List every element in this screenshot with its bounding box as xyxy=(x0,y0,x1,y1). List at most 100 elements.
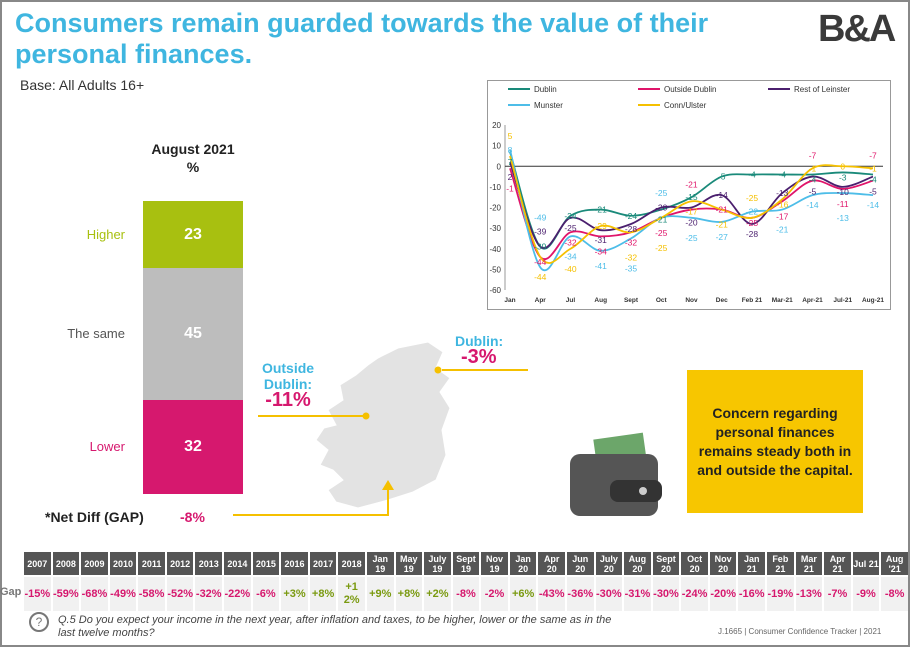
data-label: -32 xyxy=(625,237,638,247)
data-label: -22 xyxy=(746,207,759,217)
table-header: 2016 xyxy=(281,552,308,575)
x-tick-label: Sept xyxy=(624,297,639,304)
data-label: -15 xyxy=(685,192,698,202)
table-header: 2010 xyxy=(109,552,137,575)
data-label: -32 xyxy=(625,252,638,262)
question-text: Q.5 Do you expect your income in the nex… xyxy=(58,614,612,639)
data-label: 8 xyxy=(508,145,513,155)
data-label: -28 xyxy=(625,224,638,234)
table-header: 2018 xyxy=(338,552,365,575)
table-header: 2014 xyxy=(224,552,251,575)
data-label: -5 xyxy=(869,187,877,197)
series-line-rest-of-leinster xyxy=(509,161,874,250)
net-diff-value: -8% xyxy=(180,509,205,525)
table-header: Apr 21 xyxy=(824,552,851,575)
legend-label: Outside Dublin xyxy=(664,85,716,94)
x-tick-label: Dec xyxy=(716,297,728,304)
y-tick-label: -30 xyxy=(489,224,501,233)
data-label: -17 xyxy=(685,206,698,216)
data-label: -4 xyxy=(778,170,786,180)
data-label: -25 xyxy=(746,218,759,228)
table-header: Jan 19 xyxy=(366,552,394,575)
y-tick-label: -50 xyxy=(489,265,501,274)
table-header: Nov 19 xyxy=(481,552,508,575)
bar-period: August 2021 xyxy=(151,141,235,157)
data-label: -34 xyxy=(595,246,608,256)
table-cell: -59% xyxy=(52,577,80,611)
table-cell: -49% xyxy=(109,577,137,611)
x-tick-label: Nov xyxy=(685,297,698,304)
data-label: -13 xyxy=(837,213,850,223)
data-label: -14 xyxy=(806,200,819,210)
table-header: Jul 21 xyxy=(852,552,880,575)
table-header: 2015 xyxy=(252,552,280,575)
table-cell: -36% xyxy=(566,577,594,611)
table-cell: -16% xyxy=(738,577,766,611)
data-label: -40 xyxy=(564,264,577,274)
table-cell: -58% xyxy=(138,577,165,611)
data-label: -25 xyxy=(685,233,698,243)
x-tick-label: Jan xyxy=(504,297,515,304)
data-label: -25 xyxy=(746,193,759,203)
data-label: -1 xyxy=(869,163,877,173)
table-cell: -13% xyxy=(795,577,823,611)
table-cell: -24% xyxy=(681,577,708,611)
data-label: -21 xyxy=(685,180,698,190)
y-tick-label: -60 xyxy=(489,286,501,295)
data-label: -29 xyxy=(595,221,608,231)
table-cell: -30% xyxy=(595,577,623,611)
data-label: -1 xyxy=(809,163,817,173)
x-tick-label: Mar-21 xyxy=(772,297,793,304)
data-label: -24 xyxy=(564,211,577,221)
table-cell: -52% xyxy=(166,577,194,611)
x-tick-label: Jul xyxy=(566,297,576,304)
table-header: Apr 20 xyxy=(538,552,565,575)
table-header: Aug '21 xyxy=(881,552,908,575)
gap-table: 2007 2008 2009 2010 2011 2012 2013 2014 2015 2016… xyxy=(22,550,910,613)
map-graphic xyxy=(233,341,528,516)
data-label: -5 xyxy=(718,172,726,182)
outside-dublin-marker xyxy=(362,412,370,420)
table-cell: -9% xyxy=(852,577,880,611)
data-label: 7 xyxy=(508,157,513,167)
series-line-outside-dublin xyxy=(509,168,874,261)
table-cell: +2% xyxy=(424,577,451,611)
dublin-label: Dublin: xyxy=(455,333,504,349)
table-cell: +12% xyxy=(338,577,365,611)
y-tick-label: -10 xyxy=(489,183,501,192)
data-label: -5 xyxy=(809,187,817,197)
data-label: -21 xyxy=(716,220,729,230)
table-header: Jan 20 xyxy=(509,552,537,575)
data-label: -31 xyxy=(595,235,608,245)
data-label: -14 xyxy=(716,190,729,200)
data-label: -7 xyxy=(869,151,877,161)
page-title: Consumers remain guarded towards the val… xyxy=(15,8,709,69)
data-label: -21 xyxy=(776,225,789,235)
data-label: 5 xyxy=(508,131,513,141)
data-label: -32 xyxy=(564,237,577,247)
bar-segment-higher: 23 xyxy=(143,201,243,269)
table-header: Jan 21 xyxy=(738,552,766,575)
data-label: -21 xyxy=(655,215,668,225)
gap-row-label: Gap xyxy=(0,586,22,598)
table-header: Sept 20 xyxy=(652,552,680,575)
table-header: Aug 20 xyxy=(624,552,651,575)
dublin-callout: Dublin: -3% xyxy=(455,333,504,367)
question-icon: ? xyxy=(29,612,49,632)
table-header: 2017 xyxy=(309,552,337,575)
data-label: -34 xyxy=(564,251,577,261)
table-cell: +9% xyxy=(366,577,394,611)
bar-label: Lower xyxy=(89,439,125,455)
table-cell: -43% xyxy=(538,577,565,611)
data-label: -39 xyxy=(534,227,547,237)
table-header: Sept 19 xyxy=(452,552,480,575)
table-cell: +8% xyxy=(309,577,337,611)
data-label: -21 xyxy=(595,205,608,215)
table-cell: -31% xyxy=(624,577,651,611)
data-label: -4 xyxy=(809,175,817,185)
y-tick-label: -40 xyxy=(489,245,501,254)
x-tick-label: Apr xyxy=(535,297,547,304)
table-header: July 19 xyxy=(424,552,451,575)
table-cell: -68% xyxy=(81,577,108,611)
